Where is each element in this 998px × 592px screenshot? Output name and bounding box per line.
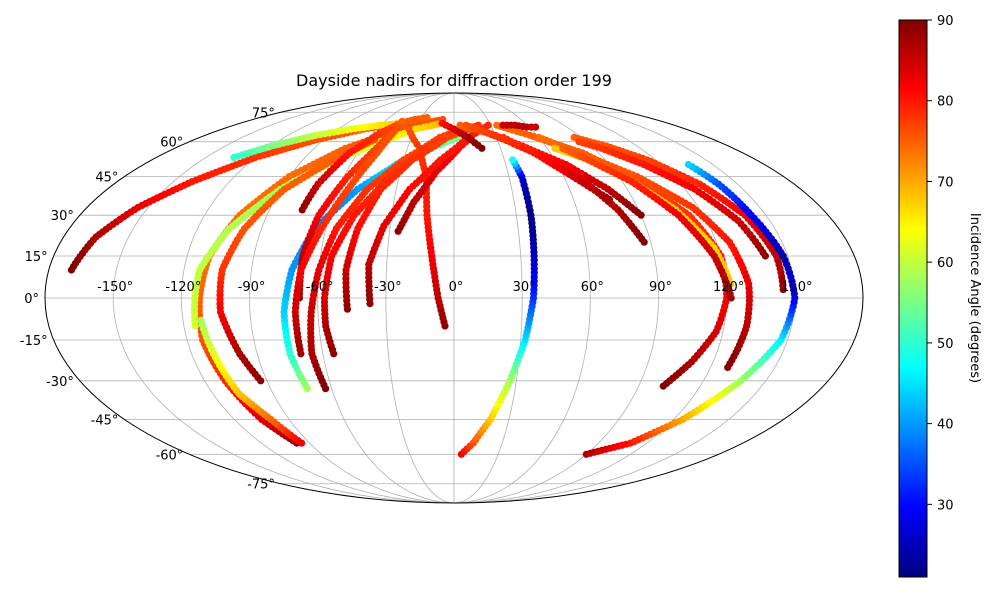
graticule	[45, 93, 863, 503]
colorbar-label: Incidence Angle (degrees)	[967, 213, 982, 383]
data-points	[67, 114, 799, 458]
y-tick-label: -45°	[91, 413, 119, 428]
x-tick-label: 60°	[581, 280, 604, 295]
x-tick-label: -120°	[165, 280, 201, 295]
x-tick-label: 90°	[649, 280, 672, 295]
x-tick-label: 0°	[449, 280, 464, 295]
x-tick-label: 120°	[713, 280, 744, 295]
data-point	[684, 160, 693, 169]
data-point	[559, 144, 567, 152]
y-tick-label: -75°	[247, 478, 275, 493]
data-point	[438, 119, 446, 127]
data-point	[423, 114, 431, 122]
y-tick-label: 30°	[51, 209, 74, 224]
data-point	[462, 121, 470, 129]
data-point	[570, 133, 578, 141]
colorbar-gradient	[898, 19, 928, 578]
colorbar-tick-label: 60	[937, 256, 954, 271]
x-tick-label: -30°	[374, 280, 402, 295]
colorbar-tick-label: 30	[937, 498, 954, 513]
data-point	[551, 144, 559, 152]
y-tick-label: 60°	[160, 136, 183, 151]
colorbar-tick-label: 80	[937, 95, 954, 110]
data-point	[398, 117, 406, 125]
y-tick-label: 15°	[25, 250, 48, 265]
x-tick-label: -150°	[97, 280, 133, 295]
colorbar-tick-label: 70	[937, 175, 954, 190]
data-point	[509, 156, 517, 164]
data-point	[575, 138, 583, 146]
colorbar-tick-label: 40	[937, 418, 954, 433]
y-tick-label: -30°	[46, 375, 74, 390]
colorbar-ticks: 90 80 70 60 50 40 30	[927, 14, 954, 513]
x-tick-label: -60°	[306, 280, 334, 295]
colorbar: 90 80 70 60 50 40 30 Incidence Angle (degrees)	[898, 14, 982, 578]
y-tick-label: 0°	[24, 292, 39, 307]
data-point	[535, 133, 543, 141]
y-tick-label: 75°	[252, 106, 275, 121]
colorbar-tick-label: 50	[937, 337, 954, 352]
y-tick-label: -60°	[156, 448, 184, 463]
y-tick-label: 45°	[95, 171, 118, 186]
data-point	[493, 121, 501, 129]
data-point	[532, 123, 540, 131]
data-point	[298, 439, 306, 447]
y-tick-labels: 75° 60° 45° 30° 15° 0° -15° -30° -45° -60° -75°	[20, 106, 275, 492]
x-tick-label: -90°	[238, 280, 266, 295]
x-tick-label: 30°	[513, 280, 536, 295]
y-tick-label: -15°	[20, 334, 48, 349]
data-point	[456, 121, 464, 129]
x-tick-labels: -150° -120° -90° -60° -30° 0° 30° 60° 90° 120° 150…	[97, 280, 812, 295]
data-point	[499, 133, 507, 141]
x-tick-label: 150°	[781, 280, 812, 295]
map-boundary	[44, 92, 864, 504]
chart-title: Dayside nadirs for diffraction order 199	[296, 71, 612, 90]
data-point	[484, 121, 492, 129]
colorbar-tick-label: 90	[937, 14, 954, 29]
